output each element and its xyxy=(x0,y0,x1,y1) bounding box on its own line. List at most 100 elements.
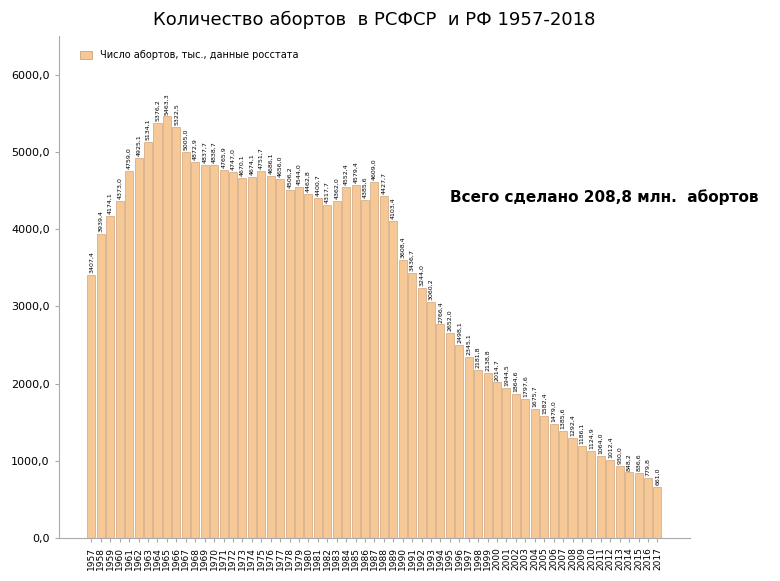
Text: 4747,0: 4747,0 xyxy=(230,148,236,170)
Bar xyxy=(276,179,284,538)
Bar xyxy=(502,388,510,538)
Text: 4544,0: 4544,0 xyxy=(296,164,302,185)
Bar xyxy=(248,177,256,538)
Bar xyxy=(456,345,463,538)
Text: 4373,0: 4373,0 xyxy=(117,177,122,199)
Text: 4506,2: 4506,2 xyxy=(287,167,292,188)
Text: 1292,4: 1292,4 xyxy=(570,414,575,436)
Bar xyxy=(172,127,180,538)
Text: 4400,7: 4400,7 xyxy=(315,175,321,196)
Bar xyxy=(625,472,633,538)
Bar xyxy=(521,399,530,538)
Bar xyxy=(417,288,426,538)
Bar xyxy=(597,456,604,538)
Bar xyxy=(342,187,350,538)
Bar xyxy=(219,170,228,538)
Text: 1797,6: 1797,6 xyxy=(523,375,528,397)
Bar xyxy=(323,205,331,538)
Text: 1582,4: 1582,4 xyxy=(541,392,547,414)
Text: 779,8: 779,8 xyxy=(646,458,651,476)
Bar xyxy=(399,260,406,538)
Text: 930,0: 930,0 xyxy=(617,446,622,464)
Text: 4656,0: 4656,0 xyxy=(278,155,282,177)
Text: 1064,0: 1064,0 xyxy=(598,432,603,454)
Bar xyxy=(144,142,152,538)
Text: 4837,7: 4837,7 xyxy=(202,141,207,163)
Text: 4686,1: 4686,1 xyxy=(268,153,273,174)
Bar xyxy=(182,152,190,538)
Bar xyxy=(285,190,293,538)
Bar xyxy=(634,474,643,538)
Bar xyxy=(569,438,576,538)
Text: 3244,0: 3244,0 xyxy=(419,264,424,286)
Bar xyxy=(295,187,303,538)
Bar xyxy=(239,178,246,538)
Title: Количество абортов  в РСФСР  и РФ 1957-2018: Количество абортов в РСФСР и РФ 1957-201… xyxy=(153,11,596,30)
Text: 848,2: 848,2 xyxy=(626,453,632,471)
Text: 5463,3: 5463,3 xyxy=(165,93,169,114)
Text: 4385,6: 4385,6 xyxy=(363,176,367,198)
Text: 2345,1: 2345,1 xyxy=(466,333,471,355)
Text: 1186,1: 1186,1 xyxy=(580,423,584,444)
Bar xyxy=(333,202,341,538)
Bar xyxy=(97,234,105,538)
Bar xyxy=(408,272,417,538)
Bar xyxy=(314,198,322,538)
Text: 4552,4: 4552,4 xyxy=(344,163,349,185)
Bar xyxy=(606,460,614,538)
Text: 2138,8: 2138,8 xyxy=(485,349,490,371)
Bar xyxy=(210,164,218,538)
Text: 1864,6: 1864,6 xyxy=(513,371,519,392)
Text: 4174,1: 4174,1 xyxy=(108,192,113,214)
Legend: Число абортов, тыс., данные росстата: Число абортов, тыс., данные росстата xyxy=(76,46,302,64)
Text: 4579,4: 4579,4 xyxy=(353,161,358,182)
Text: 2766,4: 2766,4 xyxy=(438,301,443,322)
Text: 1479,0: 1479,0 xyxy=(551,400,556,422)
Text: 4674,1: 4674,1 xyxy=(250,153,254,175)
Bar xyxy=(512,394,520,538)
Bar xyxy=(380,196,388,538)
Text: 4462,8: 4462,8 xyxy=(306,170,311,192)
Bar xyxy=(115,200,124,538)
Text: 1944,5: 1944,5 xyxy=(504,364,509,386)
Text: 1385,6: 1385,6 xyxy=(561,407,565,429)
Bar xyxy=(484,373,491,538)
Bar xyxy=(163,116,171,538)
Bar xyxy=(304,193,313,538)
Bar xyxy=(550,424,558,538)
Bar xyxy=(615,466,624,538)
Text: 3060,2: 3060,2 xyxy=(428,278,434,300)
Text: 3939,4: 3939,4 xyxy=(98,210,104,232)
Bar xyxy=(267,177,275,538)
Text: 4609,0: 4609,0 xyxy=(372,159,377,181)
Bar xyxy=(587,451,595,538)
Text: 4317,7: 4317,7 xyxy=(324,181,330,203)
Text: 2181,8: 2181,8 xyxy=(476,346,480,368)
Text: 4427,7: 4427,7 xyxy=(381,173,386,195)
Bar xyxy=(135,158,143,538)
Text: 4751,7: 4751,7 xyxy=(259,148,264,170)
Text: 1012,4: 1012,4 xyxy=(608,436,613,458)
Text: 5134,1: 5134,1 xyxy=(146,119,151,140)
Bar xyxy=(154,123,161,538)
Bar xyxy=(200,164,209,538)
Text: 4765,9: 4765,9 xyxy=(221,146,226,168)
Text: 5322,5: 5322,5 xyxy=(174,103,179,125)
Text: 3436,7: 3436,7 xyxy=(410,249,415,271)
Text: 4838,7: 4838,7 xyxy=(211,141,217,163)
Bar xyxy=(446,333,454,538)
Bar xyxy=(437,324,445,538)
Bar xyxy=(361,199,369,538)
Text: 3407,4: 3407,4 xyxy=(89,251,94,273)
Text: 4759,0: 4759,0 xyxy=(126,147,132,169)
Text: 661,0: 661,0 xyxy=(655,468,660,485)
Text: 4103,4: 4103,4 xyxy=(391,198,395,220)
Text: 5005,0: 5005,0 xyxy=(183,128,188,150)
Text: 4362,0: 4362,0 xyxy=(334,178,339,199)
Bar xyxy=(229,172,237,538)
Bar xyxy=(106,216,115,538)
Bar xyxy=(541,416,548,538)
Text: Всего сделано 208,8 млн.  абортов: Всего сделано 208,8 млн. абортов xyxy=(450,189,759,205)
Bar xyxy=(370,182,378,538)
Text: 4872,9: 4872,9 xyxy=(193,138,197,160)
